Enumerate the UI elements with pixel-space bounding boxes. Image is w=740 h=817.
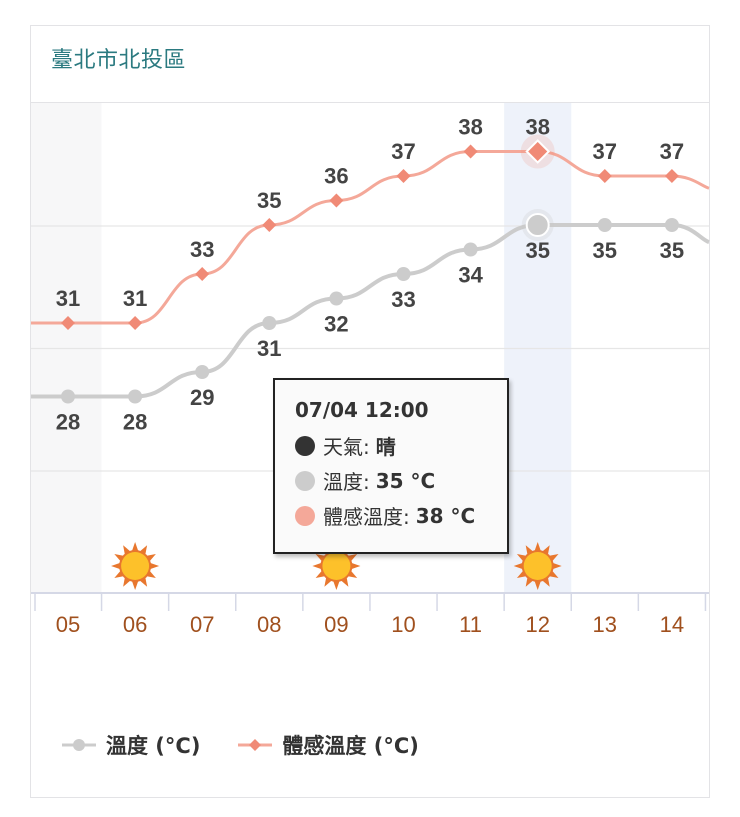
temp-value-label: 34 [458, 263, 483, 288]
tooltip-label: 天氣: [323, 435, 370, 459]
feels-point[interactable] [128, 316, 143, 330]
tooltip-row-temp: 溫度: 35 °C [295, 463, 507, 498]
temp-point[interactable] [262, 316, 277, 330]
temp-dot-icon [295, 470, 315, 491]
weather-dot-icon [295, 435, 315, 456]
feels-point[interactable] [597, 169, 612, 183]
circle-marker-icon [62, 739, 96, 751]
sun-icon [513, 542, 562, 590]
temp-value-label: 32 [324, 312, 348, 337]
legend-label: 體感溫度 (°C) [282, 734, 419, 758]
temp-point[interactable] [463, 242, 478, 257]
feels-point[interactable] [195, 267, 210, 281]
sun-icon [111, 542, 160, 590]
feels-value-label: 37 [391, 139, 415, 164]
x-tick-label: 12 [525, 612, 549, 637]
tooltip-label: 體感溫度: [323, 505, 410, 529]
tooltip-value: 38 °C [415, 503, 476, 528]
temp-value-label: 29 [190, 385, 214, 410]
feels-value-label: 35 [257, 188, 281, 213]
feels-point-active[interactable] [525, 139, 551, 164]
x-tick-label: 10 [391, 612, 415, 637]
feels-value-label: 38 [525, 115, 549, 140]
feels-point[interactable] [262, 218, 277, 232]
feels-value-label: 37 [660, 139, 684, 164]
temp-point-active[interactable] [525, 213, 550, 237]
x-tick-label: 07 [190, 612, 214, 637]
temp-point[interactable] [664, 218, 679, 232]
x-tick-label: 08 [257, 612, 281, 637]
feels-value-label: 31 [56, 286, 80, 311]
tooltip-value: 35 °C [375, 468, 436, 493]
x-tick-label: 09 [324, 612, 348, 637]
location-title: 臺北市北投區 [51, 48, 187, 73]
temp-value-label: 33 [391, 287, 415, 312]
temp-value-label: 31 [257, 336, 281, 361]
x-tick-label: 05 [56, 612, 80, 637]
tooltip-row-weather: 天氣: 晴 [295, 428, 507, 463]
temp-point[interactable] [61, 389, 75, 404]
diamond-marker-icon [238, 739, 273, 751]
tooltip-label: 溫度: [323, 470, 370, 494]
legend-item-temp[interactable]: 溫度 (°C) [62, 730, 200, 760]
header-divider [31, 102, 709, 103]
temp-point[interactable] [396, 267, 411, 281]
temp-value-label: 35 [525, 238, 549, 263]
temp-value-label: 35 [593, 238, 617, 263]
temp-value-label: 35 [660, 238, 684, 263]
x-tick-label: 14 [660, 612, 684, 637]
temp-value-label: 28 [56, 410, 80, 435]
x-tick-label: 13 [593, 612, 617, 637]
temp-value-label: 28 [123, 410, 147, 435]
feels-point[interactable] [329, 193, 344, 208]
tooltip-title: 07/04 12:00 [295, 398, 429, 422]
feels-value-label: 33 [190, 237, 214, 262]
feels-point[interactable] [61, 316, 75, 330]
temp-point[interactable] [329, 291, 344, 306]
tooltip-value: 晴 [375, 435, 396, 459]
tooltip-row-feels: 體感溫度: 38 °C [295, 498, 507, 533]
legend-label: 溫度 (°C) [106, 734, 201, 758]
feels-point[interactable] [396, 169, 411, 183]
temp-point[interactable] [195, 365, 210, 379]
feels-point[interactable] [463, 144, 478, 159]
temp-point[interactable] [597, 218, 612, 232]
feels-dot-icon [295, 505, 315, 526]
feels-value-label: 38 [458, 115, 482, 140]
legend-item-feels[interactable]: 體感溫度 (°C) [238, 730, 419, 760]
chart-tooltip: 07/04 12:00 天氣: 晴 溫度: 35 °C 體感溫度: 38 °C [273, 378, 509, 554]
feels-value-label: 37 [593, 139, 617, 164]
feels-value-label: 31 [123, 286, 147, 311]
feels-value-label: 36 [324, 164, 348, 189]
temp-point[interactable] [128, 389, 143, 404]
x-tick-label: 11 [459, 612, 482, 637]
chart-legend: 溫度 (°C) 體感溫度 (°C) [62, 730, 457, 760]
x-tick-label: 06 [123, 612, 147, 637]
feels-point[interactable] [664, 169, 679, 183]
